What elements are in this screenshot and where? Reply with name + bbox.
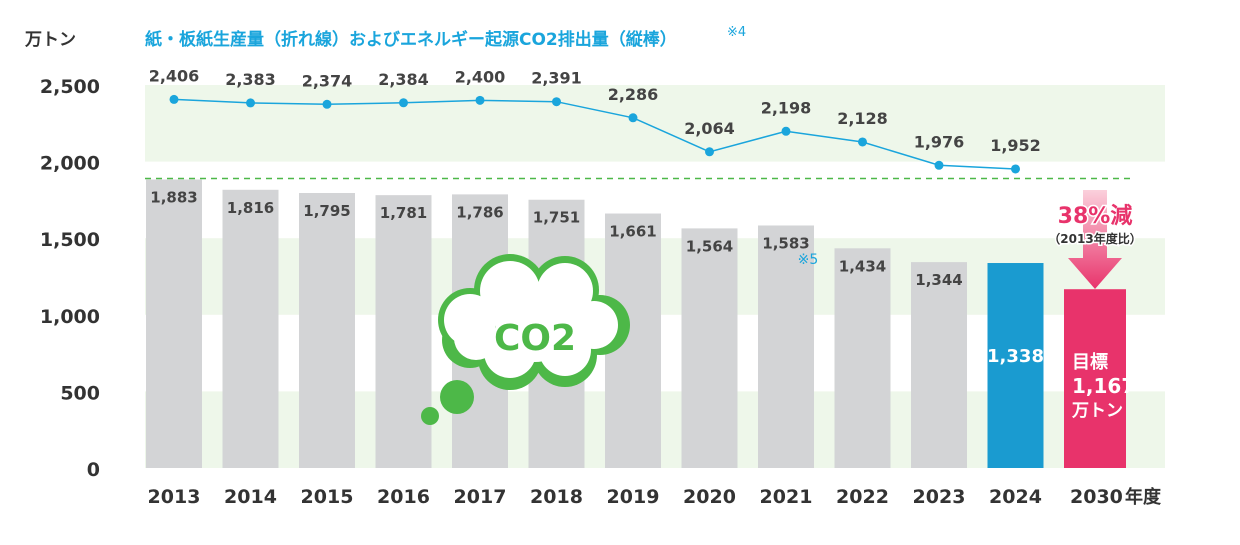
bar: [299, 193, 355, 469]
line-label: 2,406: [149, 66, 200, 85]
grid-band: [145, 85, 1165, 162]
line-label: 2,383: [225, 70, 276, 89]
line-label: 2,198: [761, 98, 812, 117]
x-axis-suffix: 年度: [1125, 486, 1162, 508]
bar-label: 1,816: [227, 199, 274, 217]
line-point: [628, 113, 638, 123]
target-value: 1,167: [1072, 374, 1135, 398]
line-label: 2,286: [608, 85, 659, 104]
x-tick-label: 2018: [530, 486, 583, 508]
x-tick-label: 2016: [377, 486, 430, 508]
line-point: [475, 95, 485, 105]
bar-label: 1,795: [303, 202, 350, 220]
line-series: [173, 98, 1016, 170]
x-tick-label: 2019: [607, 486, 660, 508]
bar-label: 1,751: [533, 209, 580, 227]
bar-label: 1,786: [456, 203, 503, 221]
bar: [834, 248, 891, 468]
y-tick-label: 1,000: [40, 306, 100, 328]
bar-label: 1,883: [150, 189, 197, 207]
line-point: [552, 97, 561, 107]
bar: [681, 228, 738, 468]
line-label: 2,400: [455, 67, 506, 86]
y-tick-label: 2,500: [40, 76, 100, 98]
line-label: 2,064: [684, 119, 735, 138]
bar-label: 1,564: [686, 237, 733, 255]
bar: [222, 189, 279, 468]
line-label: 2,374: [302, 71, 353, 90]
bar-label: 1,344: [915, 271, 962, 289]
x-tick-label: 2024: [989, 486, 1042, 508]
target-unit: 万トン: [1071, 401, 1123, 421]
bar: [375, 195, 432, 468]
bar: [758, 225, 814, 468]
x-tick-label: 2014: [224, 486, 277, 508]
bar-label: 1,583: [762, 234, 809, 252]
co2-cloud-icon: [438, 254, 630, 390]
bar-note: ※5: [798, 252, 819, 268]
y-tick-label: 2,000: [40, 153, 100, 175]
line-point: [246, 98, 255, 108]
line-point: [781, 126, 791, 136]
line-label: 1,976: [914, 132, 965, 151]
x-tick-label: 2013: [148, 486, 201, 508]
bar-label: 1,781: [380, 204, 427, 222]
x-tick-label: 2021: [760, 486, 813, 508]
bar-label: 1,661: [609, 223, 656, 241]
bar: [987, 263, 1044, 468]
bar: [911, 262, 967, 468]
chart-title: 紙・板紙生産量（折れ線）およびエネルギー起源CO2排出量（縦棒）: [145, 29, 677, 50]
x-tick-label: 2023: [913, 486, 966, 508]
line-point: [858, 137, 867, 147]
x-tick-label: 2020: [683, 486, 736, 508]
reduction-label: 38%減: [1058, 204, 1133, 229]
bubble: [421, 407, 439, 425]
x-tick-label: 2030: [1070, 486, 1123, 508]
y-axis-unit: 万トン: [24, 30, 76, 50]
y-tick-label: 500: [60, 382, 100, 404]
reduction-basis: （2013年度比）: [1048, 231, 1141, 246]
line-label: 2,128: [837, 109, 888, 128]
line-point: [169, 94, 179, 104]
x-tick-label: 2015: [301, 486, 354, 508]
line-label: 2,391: [531, 69, 582, 88]
bar-label: 1,434: [839, 257, 886, 275]
line-point: [399, 98, 408, 108]
title-note: ※4: [727, 25, 746, 40]
line-point: [322, 99, 332, 109]
line-label: 1,952: [990, 136, 1041, 155]
bar: [146, 179, 202, 468]
bubble: [440, 380, 474, 414]
y-tick-label: 1,500: [40, 229, 100, 251]
target-prefix: 目標: [1072, 351, 1108, 373]
x-tick-label: 2017: [454, 486, 507, 508]
y-tick-label: 0: [87, 459, 100, 481]
reduction-arrow-icon: [1068, 190, 1122, 289]
line-label: 2,384: [378, 70, 429, 89]
x-tick-label: 2022: [836, 486, 889, 508]
line-point: [705, 147, 714, 157]
co2-text: CO2: [494, 318, 576, 359]
bar: [1064, 289, 1126, 468]
line-point: [934, 160, 944, 170]
bar-label: 1,338: [987, 346, 1044, 367]
line-point: [1011, 164, 1020, 174]
